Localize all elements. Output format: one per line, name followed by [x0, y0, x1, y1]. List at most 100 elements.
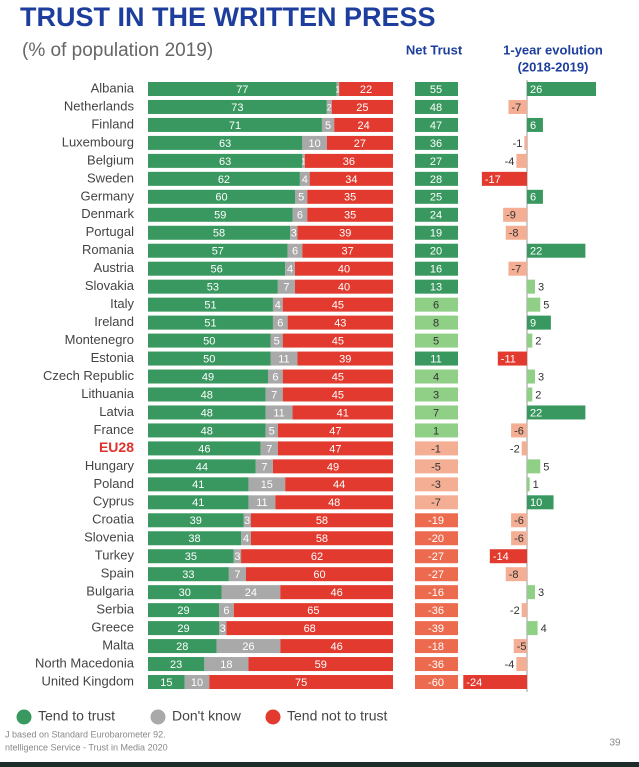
- data-label: 1: [301, 156, 306, 166]
- category-label: Slovenia: [84, 530, 135, 545]
- footer: ntelligence Service - Trust in Media 202…: [5, 742, 168, 752]
- bar-segment: [277, 279, 295, 294]
- bar-segment: [219, 621, 227, 636]
- bar-segment: [228, 567, 246, 582]
- bar-segment: [304, 153, 393, 168]
- category-label: Poland: [94, 476, 134, 491]
- data-label: 45: [332, 389, 344, 401]
- data-label: 62: [311, 551, 323, 563]
- data-label: 63: [219, 138, 231, 150]
- bar-segment: [265, 423, 278, 438]
- bar-segment: [260, 441, 278, 456]
- bar-segment: [272, 459, 393, 474]
- data-label: 3: [538, 282, 544, 294]
- data-label: 59: [214, 210, 226, 222]
- category-label: Czech Republic: [43, 368, 135, 383]
- evolution-bar: [511, 513, 527, 528]
- bar-segment: [148, 117, 322, 132]
- bar-segment: [148, 513, 244, 528]
- bar-segment: [339, 82, 393, 96]
- data-label: -6: [514, 533, 524, 545]
- bar-segment: [226, 621, 393, 636]
- column-subtitle: (2018-2019): [518, 59, 589, 74]
- data-label: 11: [256, 497, 267, 509]
- net-trust-cell: [415, 585, 458, 600]
- data-label: -7: [511, 102, 521, 114]
- net-trust-cell: [415, 189, 458, 204]
- category-label: Netherlands: [64, 98, 135, 113]
- data-label: 23: [170, 659, 182, 671]
- data-label: 11: [430, 353, 441, 365]
- data-label: 46: [198, 443, 210, 455]
- data-label: 49: [202, 371, 214, 383]
- evolution-bar: [524, 135, 527, 150]
- chart-subtitle: (% of population 2019): [22, 40, 213, 61]
- evolution-bar: [505, 567, 527, 582]
- data-label: 65: [307, 605, 319, 617]
- bar-segment: [250, 531, 393, 546]
- net-trust-cell: [415, 549, 458, 564]
- category-label: Slovakia: [85, 278, 135, 293]
- data-label: 11: [273, 407, 284, 419]
- net-trust-cell: [415, 369, 458, 384]
- legend-label: Tend to trust: [38, 708, 115, 724]
- evolution-bar: [489, 549, 527, 564]
- data-label: 4: [275, 300, 281, 312]
- data-label: 68: [304, 623, 316, 635]
- net-trust-cell: [415, 423, 458, 438]
- data-label: 19: [430, 228, 442, 240]
- data-label: -1: [431, 443, 441, 455]
- category-label: Finland: [91, 116, 134, 131]
- data-label: -6: [514, 515, 524, 527]
- evolution-bar: [527, 279, 535, 294]
- data-label: 18: [220, 659, 232, 671]
- data-label: 39: [339, 228, 351, 240]
- evolution-bar: [527, 82, 596, 96]
- bar-segment: [302, 153, 305, 168]
- data-label: 16: [430, 264, 442, 276]
- bar-segment: [209, 675, 393, 690]
- data-label: 44: [333, 479, 345, 491]
- net-trust-cell: [415, 675, 458, 690]
- data-label: 51: [204, 318, 216, 330]
- data-label: 77: [236, 84, 248, 96]
- data-label: 22: [360, 84, 372, 96]
- bar-segment: [272, 297, 283, 312]
- net-trust-cell: [415, 171, 458, 186]
- data-label: -6: [514, 425, 524, 437]
- evolution-bar: [527, 333, 533, 348]
- category-label: Belgium: [87, 152, 134, 167]
- data-label: 47: [329, 443, 341, 455]
- data-label: 29: [177, 605, 189, 617]
- data-label: -18: [428, 641, 444, 653]
- net-trust-cell: [415, 153, 458, 168]
- bar-segment: [243, 513, 251, 528]
- bar-segment: [148, 387, 266, 402]
- bar-segment: [282, 369, 393, 384]
- evolution-bar: [497, 351, 527, 366]
- data-label: 2: [535, 335, 541, 347]
- category-label: EU28: [99, 439, 134, 455]
- evolution-bar: [527, 477, 530, 492]
- net-trust-cell: [415, 603, 458, 618]
- data-label: 5: [543, 300, 549, 312]
- bar-segment: [285, 477, 393, 492]
- data-label: 46: [331, 641, 343, 653]
- bar-segment: [148, 82, 337, 96]
- data-label: 3: [220, 623, 226, 635]
- bar-segment: [307, 189, 393, 204]
- data-label: 5: [325, 120, 331, 132]
- bar-segment: [148, 207, 293, 222]
- data-label: 48: [201, 425, 213, 437]
- bar-segment: [233, 603, 393, 618]
- data-label: 71: [229, 120, 241, 132]
- bar-segment: [148, 639, 217, 654]
- data-label: 5: [298, 192, 304, 204]
- data-label: 27: [430, 156, 442, 168]
- net-trust-cell: [415, 82, 458, 96]
- bar-segment: [299, 171, 310, 186]
- data-label: -2: [510, 605, 520, 617]
- data-label: 1: [335, 84, 340, 94]
- net-trust-cell: [415, 243, 458, 258]
